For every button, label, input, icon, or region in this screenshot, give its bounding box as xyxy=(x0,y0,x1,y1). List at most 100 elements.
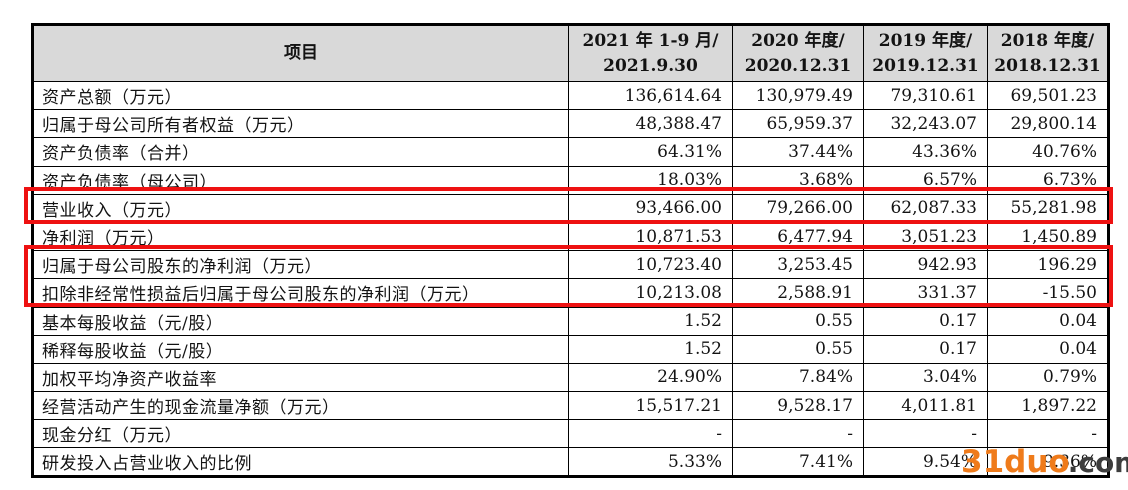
value-cell: 0.55 xyxy=(732,334,864,364)
value-cell: 93,466.00 xyxy=(568,193,733,223)
value-cell: 6.57% xyxy=(863,165,988,195)
row-label-cell: 稀释每股收益（元/股） xyxy=(32,334,569,364)
value-cell: 1,897.22 xyxy=(987,391,1109,421)
value-cell: 32,243.07 xyxy=(863,109,988,139)
value-cell: 48,388.47 xyxy=(568,109,733,139)
table-body: 资产总额（万元） 136,614.64 130,979.49 79,310.61 69,… xyxy=(32,80,1109,477)
row-label-cell: 净利润（万元） xyxy=(32,221,569,252)
row-label-cell: 经营活动产生的现金流量净额（万元） xyxy=(32,391,569,421)
value-cell: 10,723.40 xyxy=(568,250,733,280)
row-label-cell: 资产负债率（母公司） xyxy=(32,165,569,195)
value-cell: 942.93 xyxy=(863,250,988,280)
value-cell: 79,266.00 xyxy=(732,193,864,223)
value-cell: 0.04 xyxy=(987,334,1109,364)
value-cell: 62,087.33 xyxy=(863,193,988,223)
row-label-cell: 加权平均净资产收益率 xyxy=(32,362,569,393)
row-label-cell: 资产负债率（合并） xyxy=(32,137,569,167)
table-row: 加权平均净资产收益率 24.90% 7.84% 3.04% 0.79% xyxy=(32,362,1109,393)
value-cell: 29,800.14 xyxy=(987,109,1109,139)
header-period-2018: 2018 年度/2018.12.31 xyxy=(987,24,1109,82)
value-cell: 130,979.49 xyxy=(732,80,864,111)
value-cell: 9.54% xyxy=(863,447,988,477)
table-row: 净利润（万元） 10,871.53 6,477.94 3,051.23 1,450.89 xyxy=(32,221,1109,252)
header-period-line2: 2018.12.31 xyxy=(994,55,1101,76)
header-period-line1: 2021 年 1-9 月/ xyxy=(582,30,719,51)
table-row-highlighted: 营业收入（万元） 93,466.00 79,266.00 62,087.33 55,28… xyxy=(32,193,1109,223)
table-row: 研发投入占营业收入的比例 5.33% 7.41% 9.54% 9.36% xyxy=(32,447,1109,477)
value-cell: 69,501.23 xyxy=(987,80,1109,111)
value-cell: 10,213.08 xyxy=(568,278,733,308)
watermark: 31duo.com xyxy=(961,447,1128,478)
value-cell: 0.04 xyxy=(987,306,1109,336)
value-cell: 3.68% xyxy=(732,165,864,195)
value-cell: 65,959.37 xyxy=(732,109,864,139)
header-period-line1: 2020 年度/ xyxy=(751,30,845,51)
value-cell: 0.79% xyxy=(987,362,1109,393)
value-cell: 3.04% xyxy=(863,362,988,393)
value-cell: 9,528.17 xyxy=(732,391,864,421)
table-row: 资产负债率（合并） 64.31% 37.44% 43.36% 40.76% xyxy=(32,137,1109,167)
value-cell: 1.52 xyxy=(568,334,733,364)
value-cell: 5.33% xyxy=(568,447,733,477)
header-period-2020: 2020 年度/2020.12.31 xyxy=(732,24,864,82)
value-cell: 24.90% xyxy=(568,362,733,393)
value-cell: - xyxy=(568,419,733,449)
value-cell: 40.76% xyxy=(987,137,1109,167)
table-row: 经营活动产生的现金流量净额（万元） 15,517.21 9,528.17 4,011.… xyxy=(32,391,1109,421)
value-cell: 4,011.81 xyxy=(863,391,988,421)
header-period-2021: 2021 年 1-9 月/2021.9.30 xyxy=(568,24,733,82)
header-period-line2: 2021.9.30 xyxy=(603,55,698,76)
value-cell: 10,871.53 xyxy=(568,221,733,252)
row-label-cell: 现金分红（万元） xyxy=(32,419,569,449)
value-cell: -15.50 xyxy=(987,278,1109,308)
value-cell: 1.52 xyxy=(568,306,733,336)
value-cell: 0.17 xyxy=(863,334,988,364)
value-cell: 331.37 xyxy=(863,278,988,308)
value-cell: 64.31% xyxy=(568,137,733,167)
row-label-cell: 归属于母公司股东的净利润（万元） xyxy=(32,250,569,280)
value-cell: 3,051.23 xyxy=(863,221,988,252)
value-cell: 37.44% xyxy=(732,137,864,167)
header-row: 项目 2021 年 1-9 月/2021.9.30 2020 年度/2020.1… xyxy=(32,24,1109,82)
value-cell: 15,517.21 xyxy=(568,391,733,421)
financial-summary-table: 项目 2021 年 1-9 月/2021.9.30 2020 年度/2020.1… xyxy=(31,23,1110,478)
value-cell: 6.73% xyxy=(987,165,1109,195)
table-row: 现金分红（万元） - - - - xyxy=(32,419,1109,449)
value-cell: 7.41% xyxy=(732,447,864,477)
value-cell: 1,450.89 xyxy=(987,221,1109,252)
value-cell: 55,281.98 xyxy=(987,193,1109,223)
value-cell: 79,310.61 xyxy=(863,80,988,111)
value-cell: - xyxy=(732,419,864,449)
header-period-line1: 2019 年度/ xyxy=(878,30,973,51)
table-row-highlighted: 扣除非经常性损益后归属于母公司股东的净利润（万元） 10,213.08 2,588.… xyxy=(32,278,1109,308)
table-row-highlighted: 归属于母公司股东的净利润（万元） 10,723.40 3,253.45 942.93 1… xyxy=(32,250,1109,280)
header-period-line2: 2020.12.31 xyxy=(744,55,852,76)
header-period-line1: 2018 年度/ xyxy=(1000,30,1095,51)
row-label-cell: 资产总额（万元） xyxy=(32,80,569,111)
table-row: 资产负债率（母公司） 18.03% 3.68% 6.57% 6.73% xyxy=(32,165,1109,195)
value-cell: 43.36% xyxy=(863,137,988,167)
value-cell: 3,253.45 xyxy=(732,250,864,280)
value-cell: 196.29 xyxy=(987,250,1109,280)
table-row: 归属于母公司所有者权益（万元） 48,388.47 65,959.37 32,243.… xyxy=(32,109,1109,139)
row-label-cell: 归属于母公司所有者权益（万元） xyxy=(32,109,569,139)
value-cell: 2,588.91 xyxy=(732,278,864,308)
value-cell: 136,614.64 xyxy=(568,80,733,111)
value-cell: 18.03% xyxy=(568,165,733,195)
row-label-cell: 研发投入占营业收入的比例 xyxy=(32,447,569,477)
header-period-2019: 2019 年度/2019.12.31 xyxy=(863,24,988,82)
watermark-brand: 31duo xyxy=(961,444,1070,480)
row-label-cell: 营业收入（万元） xyxy=(32,193,569,223)
value-cell: 9.36% xyxy=(987,447,1109,477)
header-item: 项目 xyxy=(32,24,569,82)
table-row: 资产总额（万元） 136,614.64 130,979.49 79,310.61 69,… xyxy=(32,80,1109,111)
watermark-suffix: .com xyxy=(1067,446,1128,479)
value-cell: 0.17 xyxy=(863,306,988,336)
value-cell: 6,477.94 xyxy=(732,221,864,252)
table-header: 项目 2021 年 1-9 月/2021.9.30 2020 年度/2020.1… xyxy=(32,24,1109,82)
header-period-line2: 2019.12.31 xyxy=(872,55,979,76)
table-row: 稀释每股收益（元/股） 1.52 0.55 0.17 0.04 xyxy=(32,334,1109,364)
row-label-cell: 扣除非经常性损益后归属于母公司股东的净利润（万元） xyxy=(32,278,569,308)
value-cell: 7.84% xyxy=(732,362,864,393)
row-label-cell: 基本每股收益（元/股） xyxy=(32,306,569,336)
